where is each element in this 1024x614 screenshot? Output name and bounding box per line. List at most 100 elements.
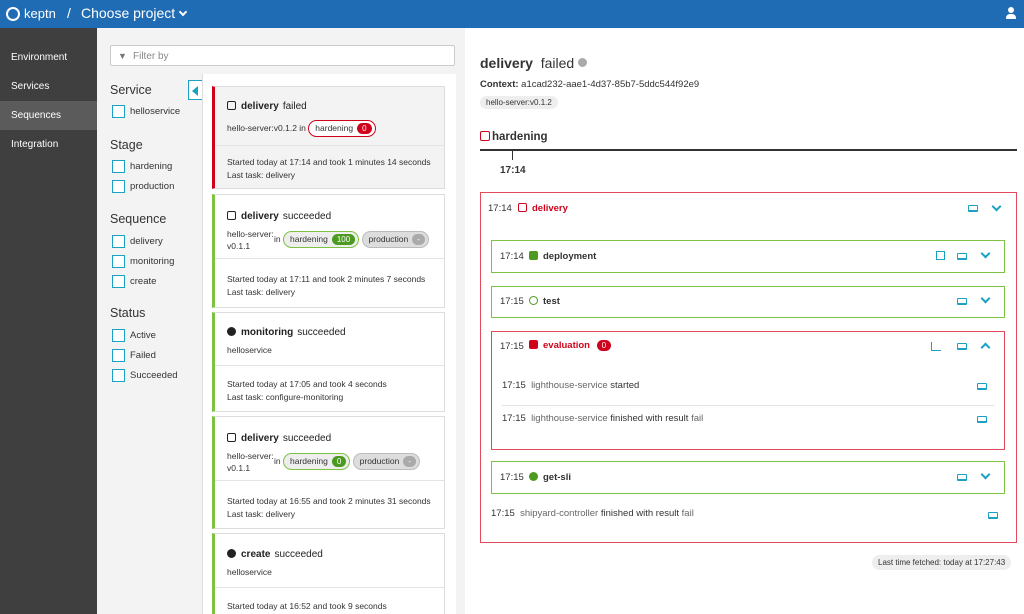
sequence-card[interactable]: delivery succeeded hello-server:v0.1.1 in… (212, 416, 445, 529)
sequence-card[interactable]: monitoring succeeded helloservice Started… (212, 312, 445, 412)
decoration (518, 203, 527, 212)
time: 17:15 (500, 296, 524, 307)
decoration: delivery failed (227, 101, 307, 112)
event-row: 17:15 lighthouse-service started (502, 380, 639, 391)
checkbox[interactable]: Active (112, 329, 156, 342)
sequence-card[interactable]: create succeeded helloservice Started tod… (212, 533, 445, 614)
view-events[interactable] (968, 205, 978, 212)
decoration (215, 480, 444, 481)
checkbox[interactable]: monitoring (112, 255, 174, 268)
checkbox[interactable]: production (112, 180, 174, 193)
view-events[interactable] (957, 343, 967, 350)
service: helloservice (227, 567, 272, 577)
stage-count: 0 (357, 123, 372, 134)
filter-input[interactable]: ▼ Filter by (110, 45, 455, 66)
chart-link[interactable] (931, 342, 941, 351)
view-event[interactable] (988, 512, 998, 519)
decoration (1006, 14, 1016, 19)
stage-name: production (368, 234, 409, 244)
sequence-name: monitoring (241, 327, 294, 338)
checkbox[interactable]: Succeeded (112, 369, 178, 382)
started: Started today at 16:55 and took 2 minute… (227, 496, 431, 506)
user-icon[interactable] (1006, 7, 1016, 19)
separator: / (67, 5, 71, 21)
logo-icon (6, 7, 20, 21)
sequence-card[interactable]: delivery failed hello-server:v0.1.2 in ha… (212, 86, 445, 189)
decoration: monitoring succeeded (227, 327, 346, 338)
dropdown-arrow[interactable] (178, 7, 188, 17)
timeline (480, 149, 1017, 151)
nav-item[interactable]: Services (11, 81, 50, 92)
decoration (227, 211, 236, 220)
name: deployment (543, 251, 597, 262)
time: 17:15 (502, 380, 526, 391)
sequence-box (480, 192, 1017, 543)
last-task: Last task: delivery (227, 287, 296, 297)
service: shipyard-controller (520, 508, 599, 519)
stage-badge[interactable]: hardening 100 (283, 231, 360, 248)
decoration: in hardening 100 production - (274, 231, 429, 248)
stage-badge[interactable]: hardening 0 (308, 120, 376, 137)
text: finished with result (610, 413, 689, 424)
task-box (491, 461, 1005, 494)
checkbox[interactable]: Failed (112, 349, 156, 362)
stage-count: 0 (331, 456, 347, 467)
stage: hardening (492, 131, 548, 143)
checkbox[interactable]: hardening (112, 160, 172, 173)
logo[interactable]: keptn (24, 6, 56, 21)
decoration: create succeeded (227, 549, 323, 560)
decoration (227, 549, 236, 558)
sequence-status: succeeded (274, 549, 323, 560)
collapse-button[interactable] (188, 80, 202, 100)
stage-name: hardening (290, 234, 328, 244)
sequence-name: delivery (241, 211, 279, 222)
started: Started today at 16:52 and took 9 second… (227, 601, 387, 611)
checkbox[interactable]: helloservice (112, 105, 180, 118)
decoration: ▼ (118, 51, 127, 61)
result: fail (681, 508, 694, 519)
sequence-name: delivery (241, 101, 279, 112)
time: 17:14 (500, 251, 524, 262)
project-select[interactable]: Choose project (81, 5, 176, 21)
text: finished with result (600, 508, 680, 519)
decoration: in hardening 0 production - (274, 453, 421, 470)
nav-item[interactable]: Sequences (0, 101, 97, 130)
stage-badge[interactable]: production - (361, 231, 429, 248)
event-row: 17:15 shipyard-controller finished with … (491, 508, 694, 519)
group-title: Stage (110, 138, 143, 152)
sequence-name: create (241, 549, 271, 560)
time: 17:15 (502, 413, 526, 424)
sidebar: Environment Services Sequences Integrati… (0, 28, 97, 614)
group-title: Sequence (110, 212, 167, 226)
stage-heading: hardening (480, 131, 548, 143)
decoration: delivery succeeded (227, 433, 331, 444)
open-link[interactable] (936, 251, 945, 260)
started: Started today at 17:14 and took 1 minute… (227, 157, 431, 167)
service: hello-server:v0.1.1 (227, 229, 274, 251)
decoration (529, 340, 538, 349)
stage-badge[interactable]: production - (352, 453, 421, 470)
detail-title: delivery failed (480, 55, 588, 71)
nav-item[interactable]: Environment (11, 52, 68, 63)
view-event[interactable] (977, 383, 987, 390)
time: 17:15 (500, 472, 524, 483)
decoration (215, 365, 444, 366)
decoration (529, 296, 538, 305)
decoration: delivery succeeded (227, 211, 331, 222)
group-title: Status (110, 306, 146, 320)
sequence-card[interactable]: delivery succeeded hello-server:v0.1.1 in… (212, 194, 445, 308)
group-title: Service (110, 83, 152, 97)
decoration (480, 131, 490, 141)
stage-badge[interactable]: hardening 0 (283, 453, 351, 470)
view-events[interactable] (957, 253, 967, 260)
view-event[interactable] (977, 416, 987, 423)
nav-item[interactable]: Integration (11, 139, 59, 150)
checkbox[interactable]: create (112, 275, 156, 288)
view-events[interactable] (957, 298, 967, 305)
time: 17:15 (500, 341, 524, 352)
view-events[interactable] (957, 474, 967, 481)
checkbox[interactable]: delivery (112, 235, 163, 248)
timeline-tick (512, 150, 513, 160)
context: Context: a1cad232-aae1-4d37-85b7-5ddc544… (480, 79, 699, 90)
in: in (299, 122, 306, 133)
